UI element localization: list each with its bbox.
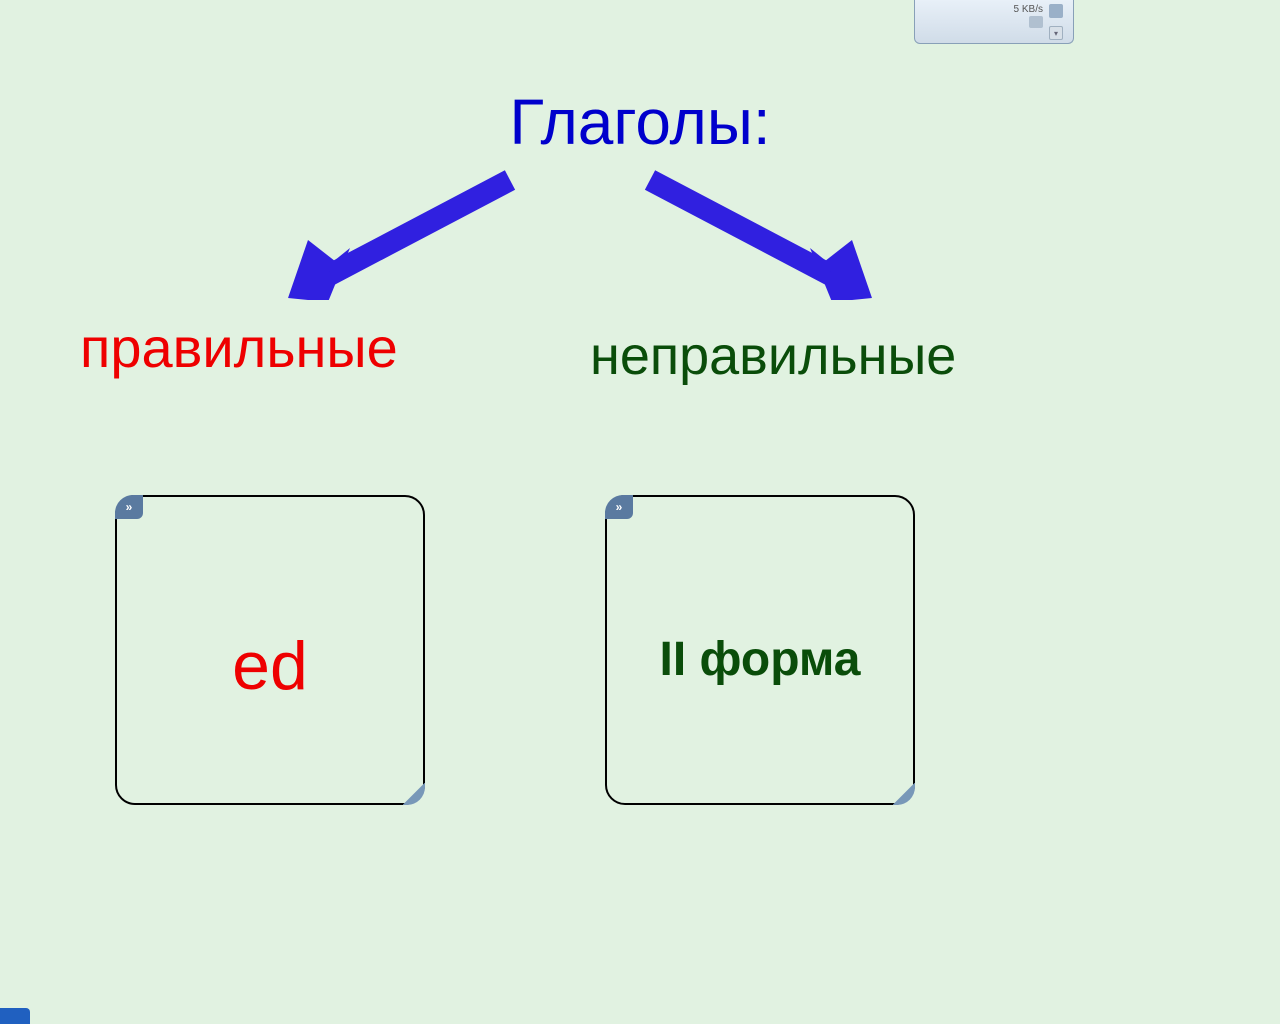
dropdown-icon[interactable]: ▾ <box>1049 26 1063 40</box>
right-box-text: II форма <box>607 632 913 687</box>
chevron-right-icon: » <box>126 500 133 514</box>
network-speed-widget[interactable]: 5 KB/s ▾ <box>914 0 1074 44</box>
left-branch-label: правильные <box>80 315 398 380</box>
printer-icon <box>1029 16 1043 28</box>
arrow-left-icon <box>280 170 540 300</box>
right-box: » II форма <box>605 495 915 805</box>
download-icon <box>1049 4 1063 18</box>
box-tab-icon[interactable]: » <box>115 495 143 519</box>
box-resize-corner-icon[interactable] <box>893 783 915 805</box>
diagram-title: Глаголы: <box>509 85 770 159</box>
box-tab-icon[interactable]: » <box>605 495 633 519</box>
arrow-right-icon <box>620 170 880 300</box>
left-box: » ed <box>115 495 425 805</box>
left-box-text: ed <box>117 627 423 705</box>
right-branch-label: неправильные <box>590 325 956 387</box>
taskbar-icon[interactable] <box>0 1008 30 1024</box>
speed-text: 5 KB/s <box>1014 4 1043 15</box>
chevron-right-icon: » <box>616 500 623 514</box>
box-resize-corner-icon[interactable] <box>403 783 425 805</box>
